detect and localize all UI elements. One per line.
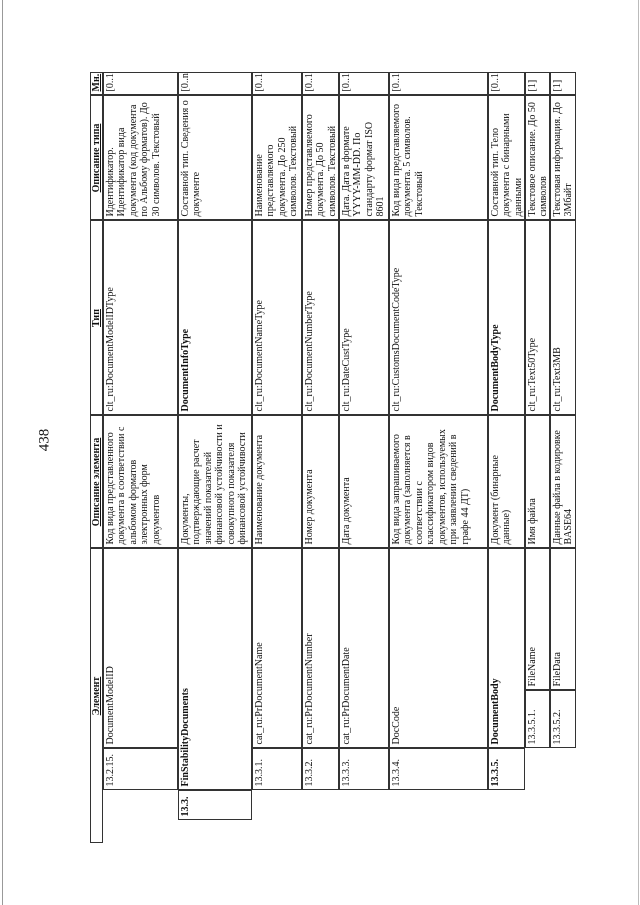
element-description: Номер документа <box>301 415 339 549</box>
page-number: 438 <box>36 428 53 452</box>
element-type: clt_ru:DocumentNumberType <box>301 220 339 416</box>
element-name: cat_ru:PrDocumentNumber <box>301 548 339 749</box>
header-multiplicity: Мн. <box>89 72 103 96</box>
page-edge <box>638 0 639 905</box>
element-name: FileName <box>524 548 550 691</box>
element-name: cat_ru:PrDocumentDate <box>338 548 389 749</box>
element-name: cat_ru:PrDocumentName <box>251 548 302 749</box>
multiplicity: [0..1] <box>487 72 525 96</box>
multiplicity: [1] <box>549 72 576 96</box>
multiplicity: [0..1] <box>301 72 339 96</box>
row-number: 13.2.15. <box>102 748 178 791</box>
row-number: 13.3.5. <box>487 748 525 791</box>
multiplicity: [0..1] <box>102 72 178 96</box>
header-type-description: Описание типа <box>89 95 103 221</box>
element-type: clt_ru:DocumentModelIDType <box>102 220 178 416</box>
element-description: Наименование документа <box>251 415 302 549</box>
element-description: Код вида запрашиваемого документа (запол… <box>388 415 488 549</box>
type-description: Составной тип. Сведения о документе <box>177 95 252 221</box>
header-element-description: Описание элемента <box>89 415 103 549</box>
type-description: Наименование представляемого документа. … <box>251 95 302 221</box>
element-description: Документы, подтверждающие расчет значени… <box>177 415 252 549</box>
type-description: Текстовое описание. До 50 символов <box>524 95 550 221</box>
element-type: clt_ru:Text50Type <box>524 220 550 416</box>
element-description: Код вида представленного документа в соо… <box>102 415 178 549</box>
row-number: 13.3. <box>177 790 252 821</box>
row-number: 13.3.5.1. <box>524 690 550 749</box>
multiplicity: [0..n] <box>177 72 252 96</box>
element-type: clt_ru:DateCustType <box>338 220 389 416</box>
element-description: Дата документа <box>338 415 389 549</box>
element-type: clt_ru:Text3MB <box>549 220 576 416</box>
element-type: DocumentBodyType <box>487 220 525 416</box>
type-description: Дата. Дата в формате YYYY-MM-DD. По стан… <box>338 95 389 221</box>
element-type: DocumentInfoType <box>177 220 252 416</box>
element-name: DocumentBody <box>487 548 525 749</box>
table-border <box>90 842 103 843</box>
type-description: Номер представляемого документа. До 50 с… <box>301 95 339 221</box>
multiplicity: [0..1] <box>338 72 389 96</box>
type-description: Идентификатор. Идентификатор вида докуме… <box>102 95 178 221</box>
element-description: Данные файла в кодировке BASE64 <box>549 415 576 549</box>
element-name: DocumentModelID <box>102 548 178 749</box>
row-number: 13.3.1. <box>251 748 302 791</box>
row-number: 13.3.3. <box>338 748 389 791</box>
element-name: FinStabilityDocuments <box>177 548 252 791</box>
type-description: Составной тип. Тело документа с бинарным… <box>487 95 525 221</box>
element-type: clt_ru:CustomsDocumentCodeType <box>388 220 488 416</box>
multiplicity: [0..1] <box>251 72 302 96</box>
element-table: Элемент Описание элемента Тип Описание типа… <box>89 72 576 844</box>
header-element: Элемент <box>89 548 103 844</box>
row-number: 13.3.5.2. <box>549 690 576 749</box>
element-description: Имя файла <box>524 415 550 549</box>
type-description: Текстовая информация. До 3Мбайт <box>549 95 576 221</box>
element-name: FileData <box>549 548 576 691</box>
row-number: 13.3.4. <box>388 748 488 791</box>
page-edge <box>2 0 3 905</box>
type-description: Код вида представляемого документа. 5 си… <box>388 95 488 221</box>
multiplicity: [0..1] <box>388 72 488 96</box>
element-description: Документ (бинарные данные) <box>487 415 525 549</box>
row-number: 13.3.2. <box>301 748 339 791</box>
element-name: DocCode <box>388 548 488 749</box>
multiplicity: [1] <box>524 72 550 96</box>
element-type: clt_ru:DocumentNameType <box>251 220 302 416</box>
header-type: Тип <box>89 220 103 416</box>
